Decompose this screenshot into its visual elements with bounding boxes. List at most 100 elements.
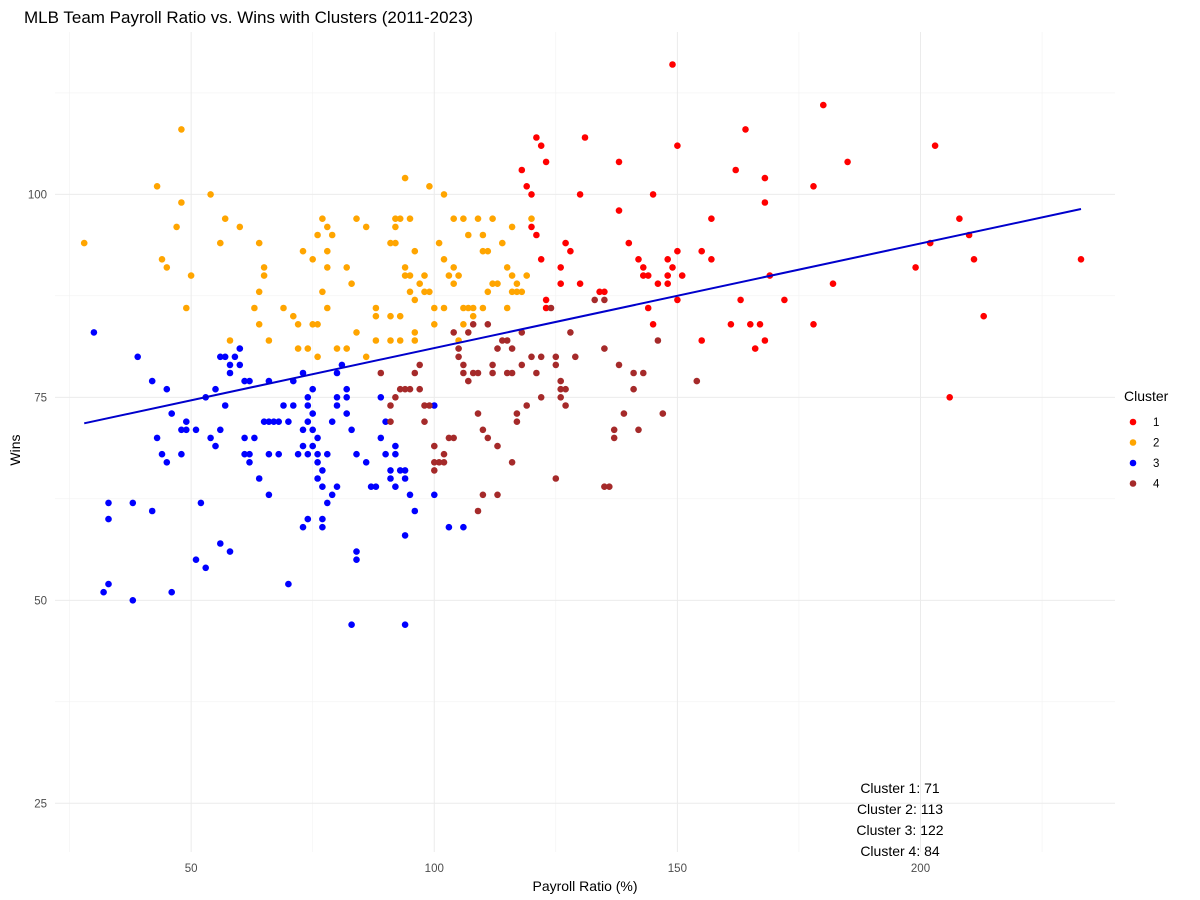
point-cluster-2 (503, 264, 511, 271)
point-cluster-3 (333, 394, 341, 401)
point-cluster-2 (469, 304, 477, 312)
point-cluster-3 (178, 426, 185, 434)
point-cluster-3 (299, 442, 307, 450)
point-cluster-2 (280, 304, 287, 312)
point-cluster-1 (810, 321, 817, 328)
point-cluster-1 (829, 280, 837, 288)
point-cluster-4 (450, 329, 458, 336)
grid-major (55, 32, 1115, 852)
point-cluster-4 (469, 369, 477, 377)
point-cluster-3 (314, 475, 321, 482)
point-cluster-2 (450, 264, 458, 271)
point-cluster-1 (644, 304, 652, 312)
point-cluster-4 (601, 483, 608, 491)
point-cluster-4 (518, 361, 526, 369)
point-cluster-4 (455, 353, 462, 361)
point-cluster-1 (956, 215, 963, 222)
legend-label-1: 1 (1153, 417, 1159, 429)
point-cluster-1 (640, 272, 647, 279)
x-tick-label: 50 (185, 863, 198, 875)
point-cluster-1 (654, 280, 662, 288)
point-cluster-4 (635, 426, 642, 434)
y-tick-label: 75 (34, 392, 47, 404)
point-cluster-2 (426, 183, 433, 190)
legend-key-1 (1129, 418, 1137, 426)
point-cluster-4 (601, 345, 608, 352)
point-cluster-2 (460, 304, 467, 312)
point-cluster-2 (392, 215, 399, 222)
point-cluster-2 (401, 272, 409, 279)
point-cluster-1 (761, 199, 769, 206)
point-cluster-2 (474, 215, 482, 222)
point-cluster-4 (484, 434, 492, 442)
point-cluster-2 (217, 239, 224, 247)
point-cluster-4 (533, 369, 540, 377)
point-cluster-2 (314, 231, 321, 239)
point-cluster-1 (542, 296, 550, 304)
point-cluster-1 (727, 321, 735, 328)
point-cluster-4 (659, 410, 667, 417)
point-cluster-3 (285, 580, 292, 588)
point-cluster-4 (567, 329, 574, 336)
point-cluster-3 (314, 459, 321, 466)
point-cluster-2 (440, 304, 448, 312)
point-cluster-2 (265, 337, 273, 344)
point-cluster-3 (197, 499, 205, 507)
cluster-count-line: Cluster 1: 71 (860, 780, 940, 796)
point-cluster-1 (678, 272, 686, 279)
point-cluster-2 (294, 345, 302, 352)
point-cluster-2 (178, 126, 185, 133)
point-cluster-3 (304, 515, 312, 523)
point-cluster-4 (421, 418, 428, 426)
point-cluster-4 (489, 361, 496, 369)
point-cluster-3 (401, 532, 409, 539)
point-cluster-2 (309, 255, 317, 263)
point-cluster-2 (406, 215, 414, 222)
point-cluster-4 (440, 459, 448, 466)
point-cluster-2 (153, 183, 161, 190)
point-cluster-1 (533, 134, 540, 141)
point-cluster-4 (431, 442, 438, 450)
legend-label-3: 3 (1153, 458, 1159, 470)
point-cluster-3 (396, 467, 404, 474)
point-cluster-3 (392, 450, 399, 458)
cluster-count-line: Cluster 4: 84 (860, 843, 940, 859)
point-cluster-3 (309, 426, 317, 434)
point-cluster-2 (362, 353, 370, 361)
point-cluster-2 (465, 231, 472, 239)
point-cluster-3 (319, 467, 326, 474)
point-cluster-3 (299, 523, 307, 531)
point-cluster-4 (523, 402, 530, 409)
point-cluster-4 (460, 361, 467, 369)
point-cluster-1 (708, 215, 715, 222)
point-cluster-3 (294, 450, 302, 458)
point-cluster-4 (489, 369, 496, 377)
point-cluster-1 (810, 183, 817, 190)
point-cluster-3 (212, 442, 219, 450)
point-cluster-4 (610, 434, 618, 442)
point-cluster-3 (168, 588, 175, 596)
point-cluster-4 (572, 353, 579, 361)
point-cluster-1 (761, 174, 769, 182)
point-cluster-3 (246, 377, 253, 385)
point-cluster-4 (562, 402, 569, 409)
point-cluster-2 (508, 223, 516, 231)
point-cluster-2 (513, 288, 521, 296)
point-cluster-3 (226, 361, 234, 369)
point-cluster-3 (382, 418, 389, 426)
point-cluster-1 (946, 394, 953, 401)
point-cluster-3 (333, 402, 341, 409)
point-cluster-1 (557, 280, 564, 288)
point-cluster-2 (460, 215, 467, 222)
point-cluster-3 (100, 588, 107, 596)
point-cluster-2 (513, 280, 521, 288)
point-cluster-4 (508, 459, 516, 466)
point-cluster-4 (469, 321, 477, 328)
point-cluster-3 (226, 369, 234, 377)
point-cluster-3 (212, 385, 219, 393)
point-cluster-2 (528, 215, 535, 222)
point-cluster-3 (406, 491, 414, 499)
point-cluster-3 (158, 450, 166, 458)
point-cluster-1 (669, 61, 676, 68)
